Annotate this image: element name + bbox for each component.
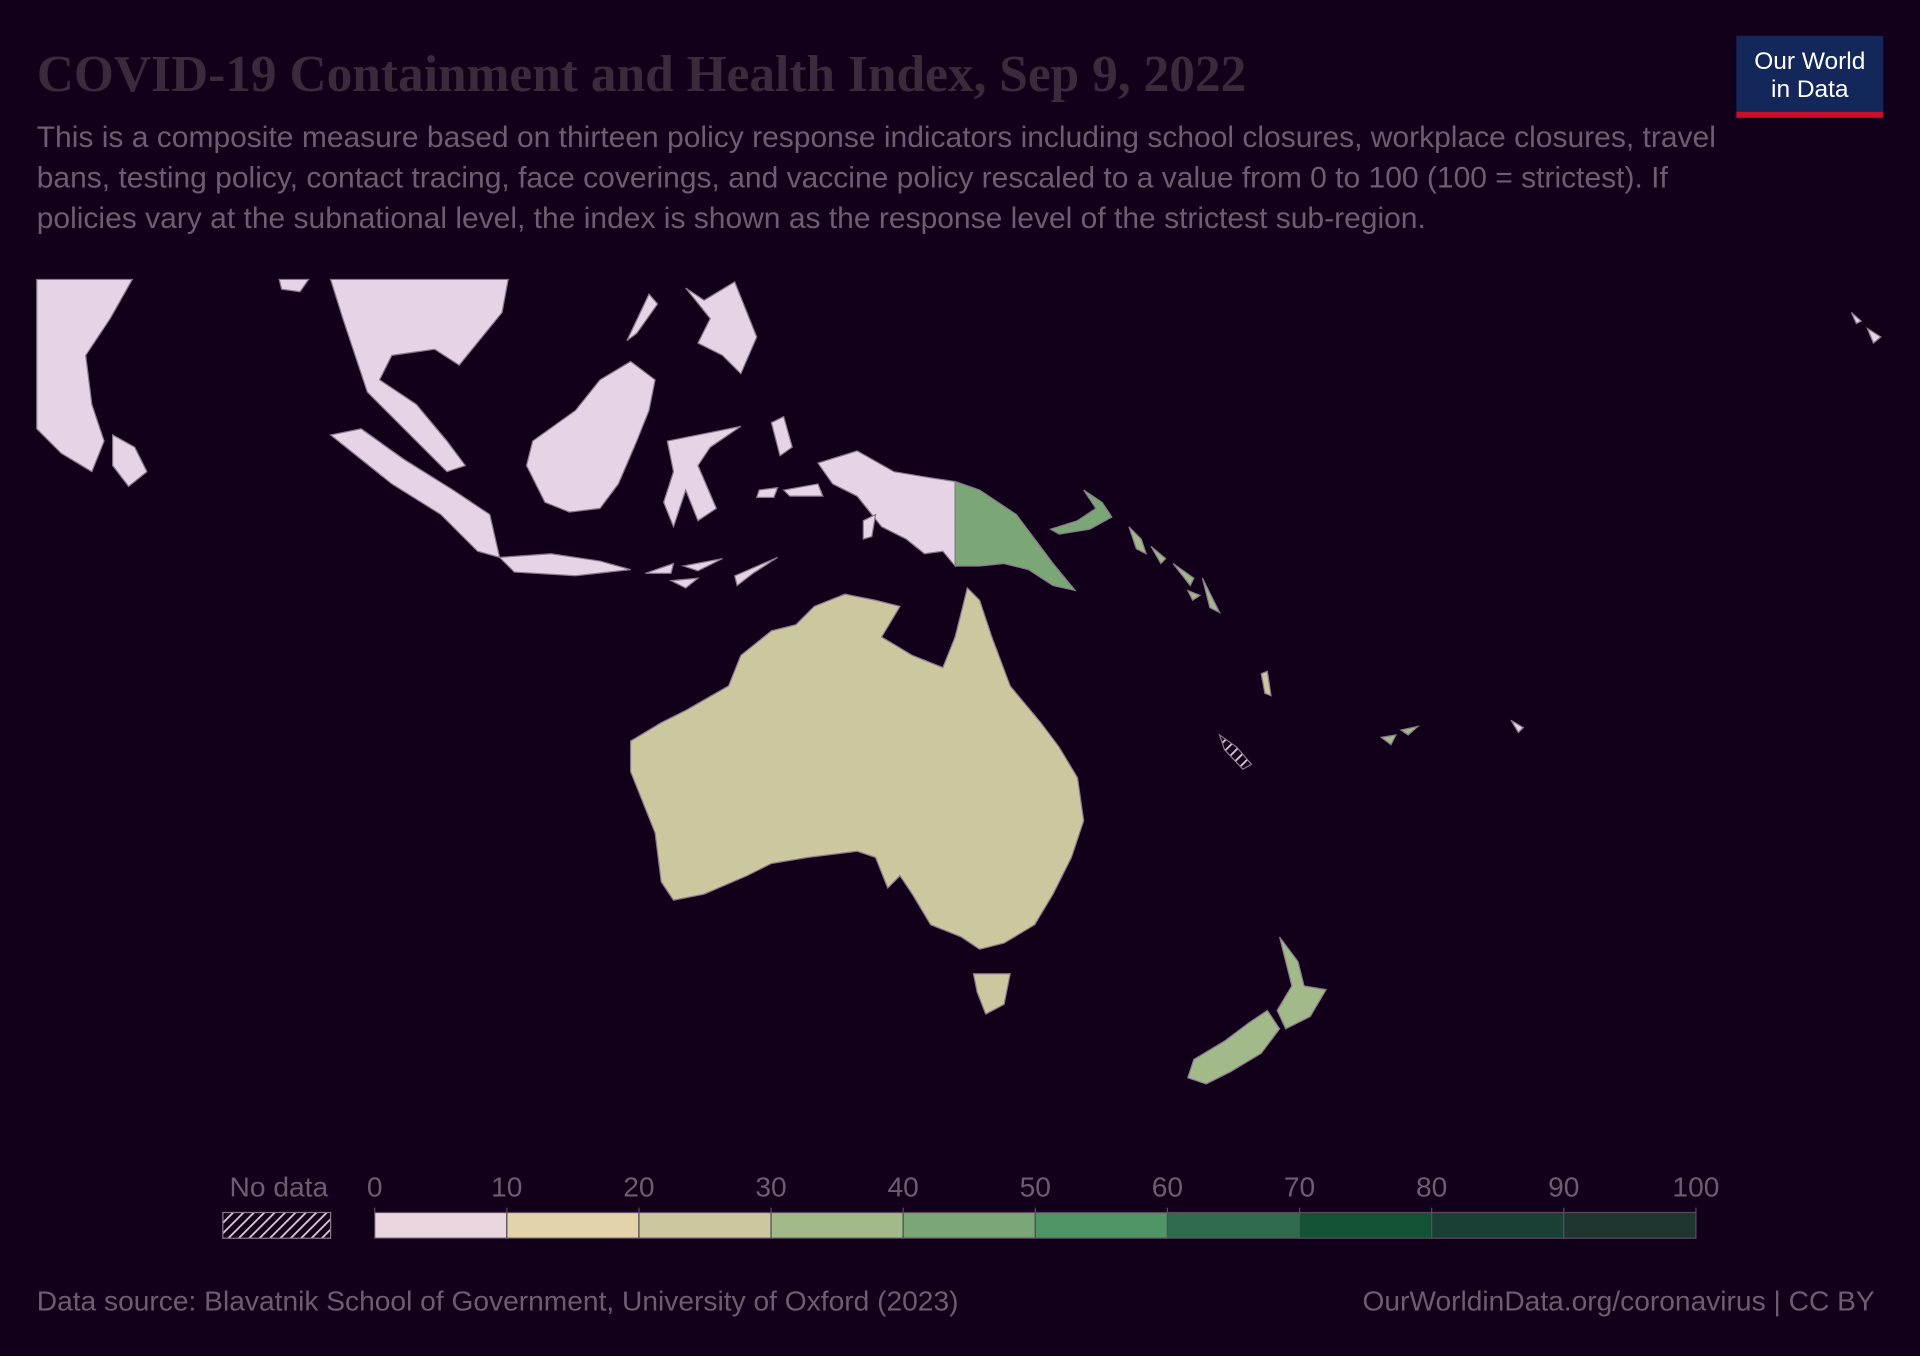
country bbox=[278, 278, 310, 293]
legend-bin bbox=[1034, 1211, 1169, 1239]
country bbox=[770, 415, 793, 457]
legend-bin bbox=[374, 1211, 508, 1239]
chart-title: COVID-19 Containment and Health Index, S… bbox=[37, 46, 1247, 103]
country bbox=[972, 973, 1011, 1015]
legend-bin bbox=[638, 1211, 772, 1239]
legend-tick-label: 40 bbox=[888, 1172, 919, 1203]
chart-subtitle: This is a composite measure based on thi… bbox=[36, 121, 1716, 236]
legend-tick-label: 80 bbox=[1416, 1172, 1447, 1203]
legend-bin bbox=[770, 1211, 904, 1239]
legend-tick-label: 70 bbox=[1284, 1172, 1315, 1203]
legend-tick-label: 50 bbox=[1020, 1172, 1051, 1203]
legend-tick-label: 90 bbox=[1548, 1172, 1579, 1203]
country bbox=[112, 433, 148, 488]
country bbox=[329, 278, 509, 473]
legend-bin bbox=[1563, 1211, 1697, 1239]
legend-bin bbox=[1298, 1211, 1433, 1239]
country bbox=[816, 450, 956, 568]
country bbox=[1276, 936, 1328, 1030]
legend-bin bbox=[902, 1211, 1036, 1239]
country bbox=[1260, 670, 1272, 697]
source-note: Data source: Blavatnik School of Governm… bbox=[37, 1285, 959, 1316]
legend-tick-label: 20 bbox=[623, 1172, 654, 1203]
country bbox=[755, 486, 779, 499]
country bbox=[663, 425, 742, 529]
legend-bin bbox=[506, 1211, 640, 1239]
country bbox=[1379, 725, 1421, 746]
subtitle-box: This is a composite measure based on thi… bbox=[36, 121, 1716, 236]
logo-text: in Data bbox=[1771, 76, 1849, 103]
country bbox=[645, 556, 778, 589]
country bbox=[329, 428, 501, 559]
logo: Our World in Data bbox=[1736, 35, 1884, 118]
legend-tick-label: 100 bbox=[1672, 1172, 1719, 1203]
no-data-swatch bbox=[222, 1211, 332, 1239]
url-note: OurWorldinData.org/coronavirus | CC BY bbox=[1362, 1285, 1874, 1316]
country bbox=[630, 586, 1085, 950]
country bbox=[954, 480, 1077, 592]
legend-tick-label: 30 bbox=[755, 1172, 786, 1203]
legend-tick-label: 10 bbox=[491, 1172, 522, 1203]
country bbox=[1049, 489, 1113, 535]
country bbox=[862, 513, 877, 540]
country bbox=[525, 360, 656, 513]
legend-bin bbox=[1431, 1211, 1565, 1239]
legend: No data 0 10 20 30 40 50 60 70 80 90 100 bbox=[222, 1172, 1719, 1239]
legend-bin bbox=[1166, 1211, 1301, 1239]
country bbox=[782, 483, 824, 497]
no-data-label: No data bbox=[230, 1172, 329, 1203]
country bbox=[1186, 1009, 1281, 1085]
country bbox=[36, 278, 134, 473]
country bbox=[685, 280, 758, 375]
country bbox=[626, 293, 659, 342]
country bbox=[1510, 312, 1882, 734]
country bbox=[498, 553, 631, 577]
country bbox=[1128, 526, 1221, 614]
logo-box bbox=[1736, 35, 1884, 112]
logo-text: Our World bbox=[1754, 48, 1865, 75]
map bbox=[36, 278, 1882, 1085]
logo-bar bbox=[1736, 111, 1884, 118]
no-data-region bbox=[1218, 733, 1253, 770]
legend-tick-label: 0 bbox=[367, 1172, 383, 1203]
legend-tick-label: 60 bbox=[1152, 1172, 1183, 1203]
